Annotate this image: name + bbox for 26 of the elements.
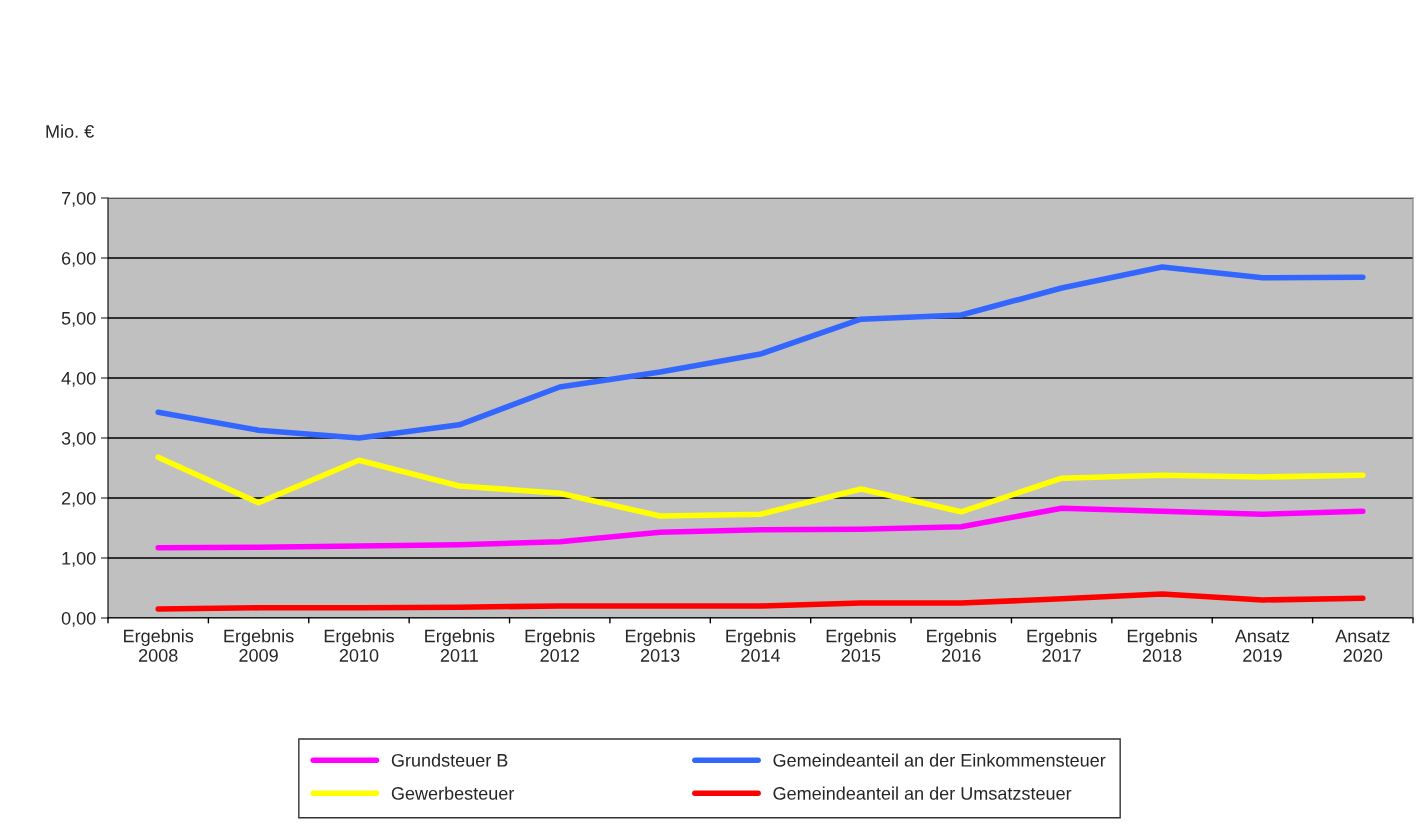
x-tick-label: Ergebnis 2009 [224,629,294,662]
x-tick-label: Ergebnis 2008 [124,629,194,662]
legend-label: Gewerbesteuer [391,786,515,800]
y-tick-label: 6,00 [61,251,96,267]
y-tick-label: 7,00 [61,191,96,207]
x-tick-label: Ergebnis 2013 [625,629,696,662]
y-tick-label: 5,00 [61,311,96,327]
x-tick-label: Ergebnis 2017 [1027,629,1097,662]
y-axis-title: Mio. € [46,124,94,138]
x-tick-label: Ergebnis 2015 [826,629,896,662]
y-tick-label: 0,00 [61,611,96,627]
y-tick-label: 4,00 [61,371,96,387]
x-tick-label: Ergebnis 2016 [927,629,997,662]
x-tick-label: Ergebnis 2011 [425,629,495,662]
y-tick-label: 3,00 [61,431,96,447]
y-tick-label: 1,00 [62,551,96,567]
x-tick-label: Ergebnis 2010 [324,629,394,662]
x-tick-label: Ergebnis 2018 [1127,629,1198,662]
x-tick-label: Ansatz 2019 [1234,629,1290,662]
x-tick-label: Ansatz 2020 [1335,629,1390,662]
y-tick-label: 2,00 [61,491,96,507]
legend-label: Gemeindeanteil an der Einkommensteuer [773,753,1106,767]
x-tick-label: Ergebnis 2012 [525,629,595,662]
legend-label: Grundsteuer B [391,753,508,767]
legend-label: Gemeindeanteil an der Umsatzsteuer [773,786,1072,800]
x-tick-label: Ergebnis 2014 [726,629,796,662]
